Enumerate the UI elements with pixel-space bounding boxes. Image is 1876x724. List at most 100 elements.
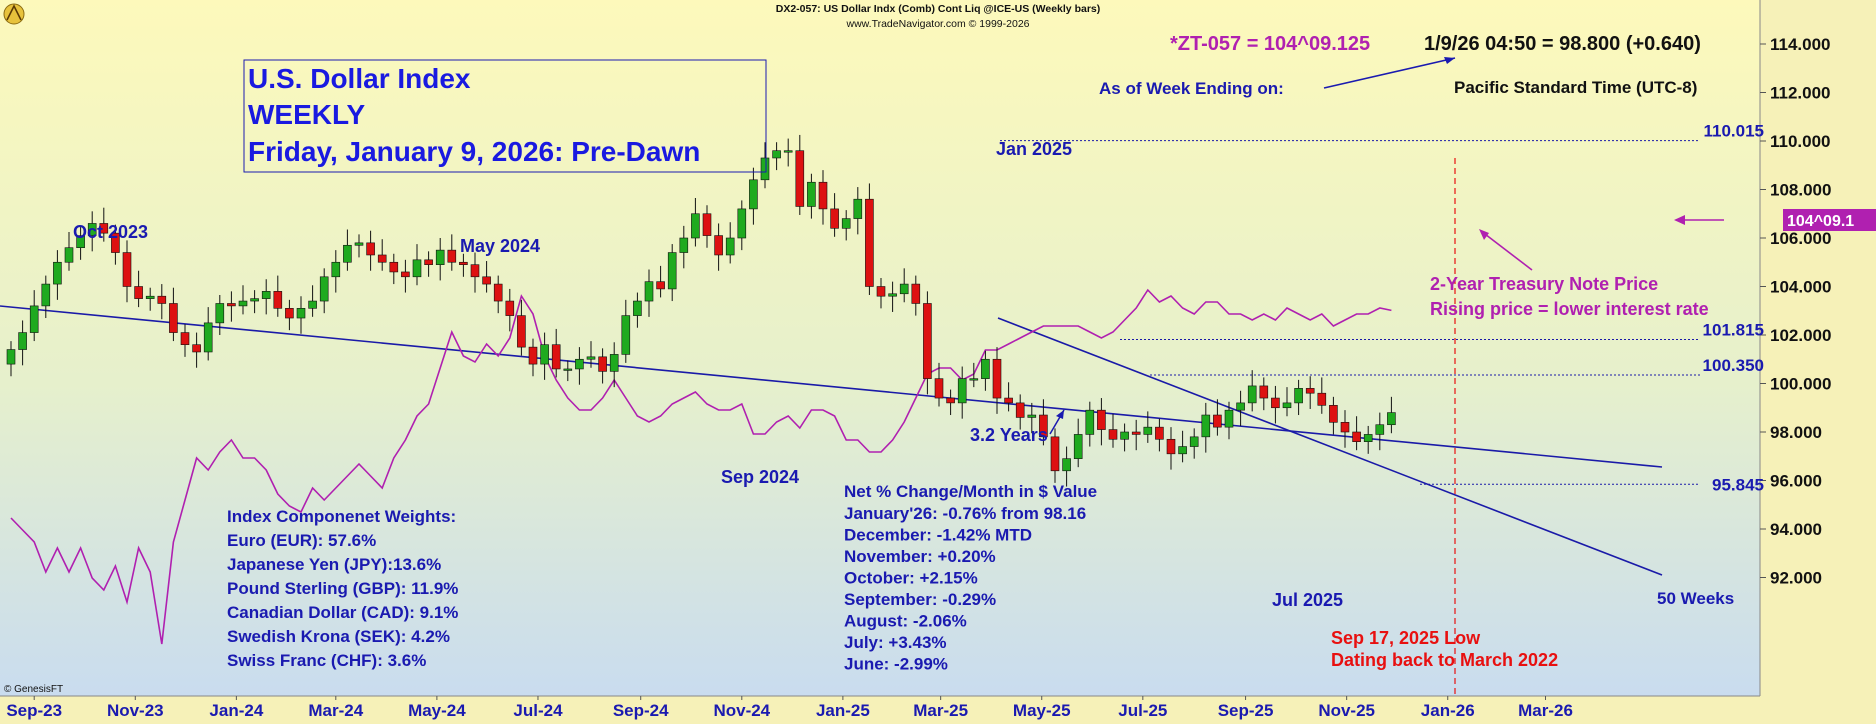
candle: [1340, 410, 1350, 448]
candle: [575, 347, 584, 385]
x-tick-label: May-24: [408, 701, 466, 720]
title-line-1: U.S. Dollar Index: [248, 63, 471, 94]
annotation-oct-2023: Oct 2023: [73, 222, 148, 242]
candle: [992, 347, 1002, 414]
candle: [273, 275, 283, 317]
horizontal-levels: 110.015 101.815 100.350 95.845: [1000, 122, 1764, 494]
candle: [1039, 399, 1048, 446]
candle: [319, 268, 329, 314]
candle: [470, 252, 480, 293]
candle: [1178, 430, 1187, 463]
candle: [1085, 401, 1095, 447]
candle: [343, 229, 352, 271]
candle: [180, 324, 190, 357]
candle: [1282, 387, 1292, 417]
candle: [702, 205, 712, 248]
monthly-title: Net % Change/Month in $ Value: [844, 482, 1097, 501]
y-tick-label: 92.000: [1770, 569, 1822, 588]
candle: [1108, 413, 1118, 448]
candle: [41, 275, 51, 319]
candle: [134, 270, 143, 308]
candle: [679, 225, 689, 269]
candle: [203, 307, 213, 361]
candle: [1120, 423, 1129, 452]
candle: [389, 253, 399, 285]
candle: [122, 240, 132, 303]
monthly-item: December: -1.42% MTD: [844, 526, 1032, 545]
candle: [899, 268, 909, 303]
candle: [6, 341, 16, 377]
candle: [830, 193, 839, 237]
candle: [1236, 390, 1245, 426]
candle: [1027, 402, 1037, 434]
x-tick-label: Jan-25: [816, 701, 870, 720]
x-tick-label: Jan-26: [1421, 701, 1475, 720]
candle: [1201, 402, 1211, 453]
candle: [1271, 385, 1280, 424]
candle: [540, 332, 549, 380]
dx-quote: 1/9/26 04:50 = 98.800 (+0.640): [1424, 33, 1701, 55]
annotation-jul-2025: Jul 2025: [1272, 590, 1343, 610]
candle: [586, 341, 596, 368]
tnote-series: [10, 288, 1392, 645]
annotation-50-weeks: 50 Weeks: [1657, 589, 1734, 608]
candle: [656, 265, 665, 298]
candle: [1247, 370, 1257, 412]
candle: [435, 238, 445, 281]
x-tick-label: Jul-25: [1118, 701, 1167, 720]
x-tick-label: Jan-24: [209, 701, 263, 720]
candle: [772, 142, 781, 171]
candle: [482, 261, 491, 293]
annotation-sep-2024: Sep 2024: [721, 467, 799, 487]
weights-panel: Index Componenet Weights: Euro (EUR): 57…: [227, 507, 458, 670]
level-label: 101.815: [1703, 320, 1764, 339]
x-tick-label: Jul-24: [513, 701, 563, 720]
candle: [1294, 379, 1303, 416]
candle: [377, 239, 387, 271]
x-tick-label: Sep-23: [6, 701, 62, 720]
candle: [296, 296, 306, 334]
candle: [1143, 411, 1153, 443]
candle: [807, 173, 816, 219]
candle: [888, 281, 897, 312]
copyright: © GenesisFT: [4, 684, 63, 695]
level-label: 95.845: [1712, 475, 1764, 494]
weight-item: Euro (EUR): 57.6%: [227, 531, 376, 550]
candle: [1213, 399, 1222, 436]
annotation-may-2024: May 2024: [460, 236, 540, 256]
candle: [783, 138, 793, 167]
annotation-3-2-years: 3.2 Years: [970, 425, 1048, 445]
candle: [1375, 412, 1385, 451]
tnote-annotation-1: 2-Year Treasury Note Price: [1430, 274, 1658, 294]
candle: [737, 200, 747, 251]
plot-background: [0, 0, 1760, 696]
candle: [633, 292, 642, 328]
monthly-item: August: -2.06%: [844, 612, 967, 631]
tnote-price-tag-text: 104^09.1: [1787, 213, 1854, 230]
y-tick-label: 108.000: [1770, 181, 1831, 200]
candle: [354, 234, 364, 258]
candle: [841, 210, 851, 241]
y-tick-label: 98.000: [1770, 423, 1822, 442]
level-label: 110.015: [1703, 122, 1764, 141]
candle: [401, 259, 410, 293]
candle: [1073, 418, 1083, 468]
timezone-label: Pacific Standard Time (UTC-8): [1454, 78, 1697, 97]
y-tick-label: 100.000: [1770, 375, 1831, 394]
weight-item: Swedish Krona (SEK): 4.2%: [227, 627, 450, 646]
level-label: 100.350: [1703, 356, 1764, 375]
candle: [285, 299, 294, 331]
y-tick-label: 94.000: [1770, 520, 1822, 539]
y-tick-label: 104.000: [1770, 278, 1831, 297]
candle: [424, 251, 433, 277]
weight-item: Japanese Yen (JPY):13.6%: [227, 555, 441, 574]
candle: [911, 275, 921, 316]
candle: [1155, 418, 1164, 452]
monthly-item: June: -2.99%: [844, 655, 948, 674]
candle: [598, 348, 607, 384]
title-box: U.S. Dollar Index WEEKLY Friday, January…: [243, 59, 767, 173]
x-tick-label: May-25: [1013, 701, 1071, 720]
monthly-item: July: +3.43%: [844, 633, 947, 652]
candle: [64, 231, 74, 271]
